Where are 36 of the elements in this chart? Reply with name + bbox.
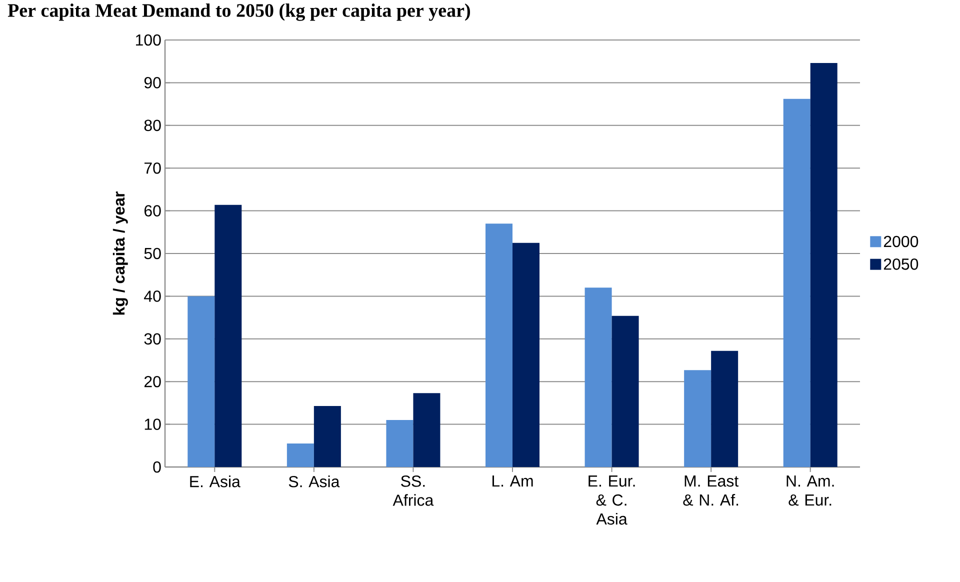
y-tick-label: 60	[144, 205, 161, 216]
bar	[214, 204, 242, 467]
bar	[486, 224, 512, 467]
bar	[188, 296, 215, 467]
y-tick-label: 30	[144, 333, 161, 345]
x-tick-label: SS. Africa	[392, 476, 434, 506]
x-tick-label: E. Asia	[190, 476, 240, 488]
x-tick-label: S. Asia	[288, 476, 340, 488]
bar	[512, 242, 540, 467]
y-tick-label: 100	[136, 34, 161, 46]
y-tick-label: 90	[144, 77, 161, 88]
bar	[612, 316, 639, 467]
bar	[584, 288, 612, 467]
y-tick-label: 20	[144, 376, 161, 388]
y-tick-label: 70	[144, 162, 161, 174]
bar	[810, 63, 838, 467]
bar	[286, 444, 314, 467]
bar	[413, 393, 440, 467]
chart-title: Per capita Meat Demand to 2050 (kg per capita per year)	[8, 4, 470, 21]
legend-label: 2050	[884, 258, 918, 270]
x-tick-label: L. Am	[492, 476, 533, 487]
bar	[386, 420, 414, 467]
bar	[314, 406, 341, 467]
x-tick-label: M. East & N. Af.	[683, 476, 739, 506]
x-tick-label: N. Am. & Eur.	[786, 476, 834, 506]
legend-label: 2000	[884, 236, 918, 248]
bar	[711, 350, 738, 467]
y-axis-title: kg / capita / year	[112, 191, 128, 315]
x-tick-label: E. Eur. & C. Asia	[588, 476, 635, 525]
y-tick-label: 10	[144, 418, 161, 430]
y-tick-label: 0	[153, 461, 161, 473]
y-tick-label: 40	[144, 290, 161, 302]
bar	[783, 98, 810, 467]
y-tick-label: 80	[144, 120, 161, 132]
y-tick-label: 50	[144, 248, 161, 260]
bar	[684, 370, 712, 467]
